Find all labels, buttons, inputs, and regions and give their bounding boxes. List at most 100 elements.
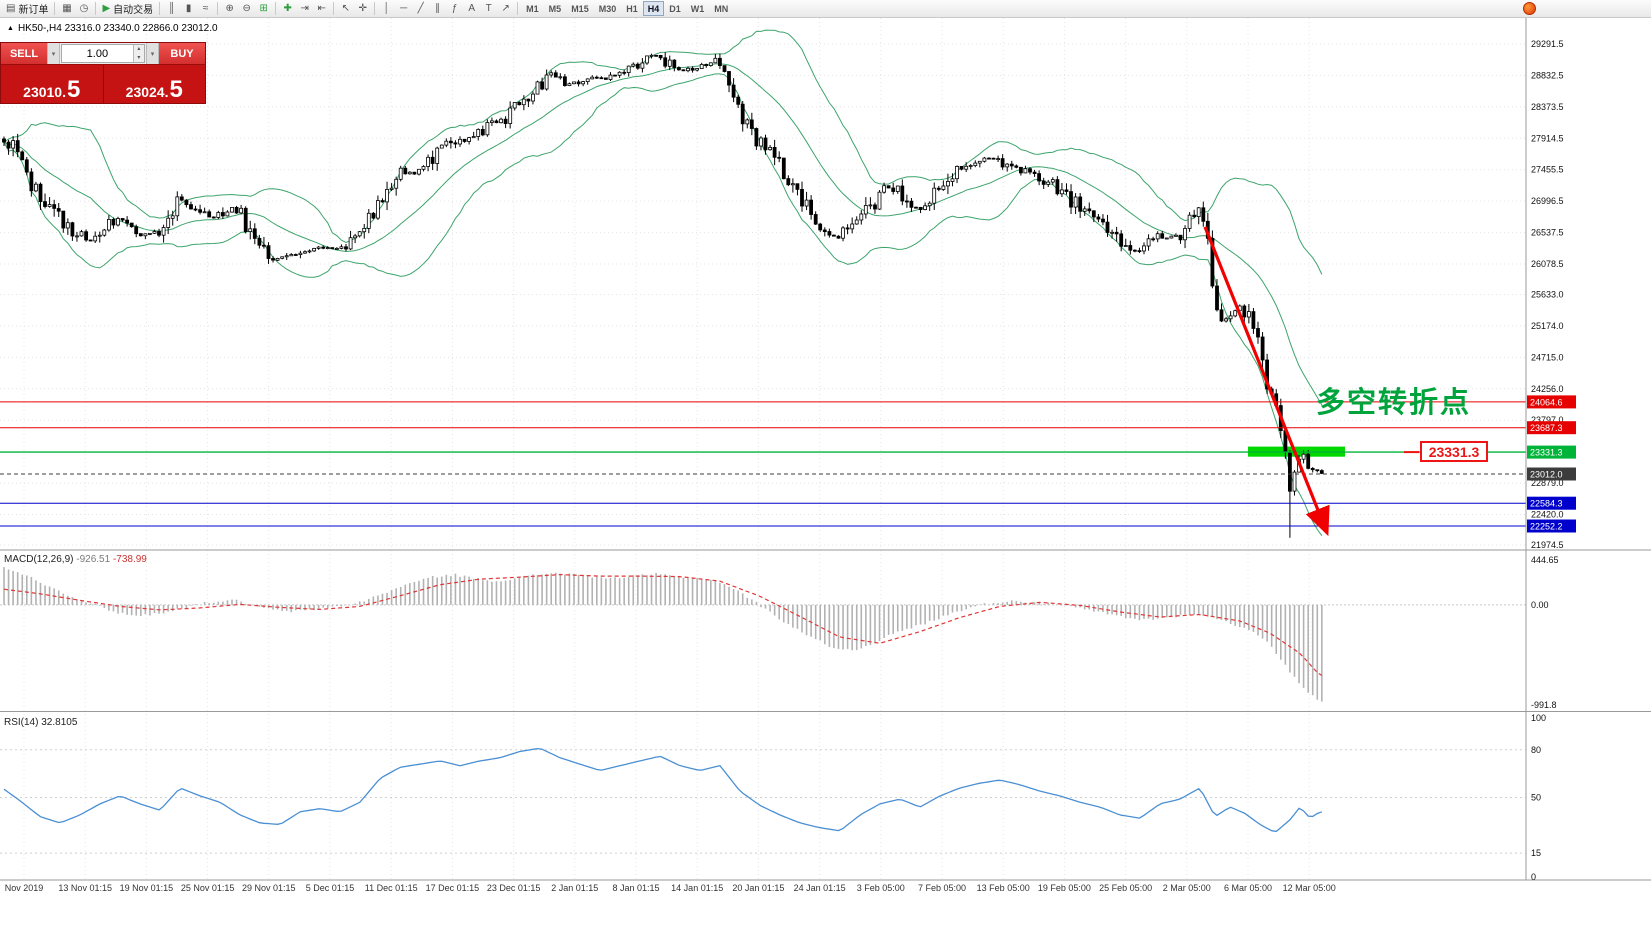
autotrading-button-label: 自动交易	[113, 5, 154, 16]
auto-scroll-icon: ⇥	[300, 2, 309, 14]
vertical-line-button[interactable]: │	[378, 1, 395, 17]
svg-text:15: 15	[1531, 848, 1541, 858]
svg-text:22420.0: 22420.0	[1531, 510, 1564, 520]
svg-text:22879.0: 22879.0	[1531, 478, 1564, 488]
autotrading-button[interactable]: ▶ 自动交易	[99, 1, 156, 17]
sell-dropdown-icon[interactable]: ▾	[47, 43, 60, 64]
rsi-line	[3, 747, 1323, 833]
svg-text:3 Feb 05:00: 3 Feb 05:00	[857, 883, 905, 893]
level-lines[interactable]	[0, 401, 1526, 527]
svg-text:28832.5: 28832.5	[1531, 70, 1564, 80]
volume-spinner[interactable]: ▴ ▾	[132, 45, 144, 62]
svg-text:23797.0: 23797.0	[1531, 415, 1564, 425]
price-callout[interactable]: 23331.3	[1420, 441, 1488, 462]
arrows-button[interactable]: ↗	[497, 1, 514, 17]
svg-text:24715.0: 24715.0	[1531, 352, 1564, 362]
timeframe-m1[interactable]: M1	[521, 1, 544, 16]
timeframe-h1[interactable]: H1	[621, 1, 643, 16]
tile-windows-button[interactable]: ⊞	[255, 1, 272, 17]
text-label-button[interactable]: T	[480, 1, 497, 17]
new-order-button[interactable]: ▤ 新订单	[3, 1, 51, 17]
line-chart-button[interactable]: ≈	[197, 1, 214, 17]
sell-button[interactable]: SELL	[1, 43, 47, 64]
svg-text:25633.0: 25633.0	[1531, 290, 1564, 300]
trend-arrow[interactable]	[1203, 226, 1330, 537]
svg-text:19 Nov 01:15: 19 Nov 01:15	[120, 883, 174, 893]
new-order-button-label: 新订单	[18, 5, 49, 16]
svg-text:444.65: 444.65	[1531, 555, 1559, 565]
history-center-button[interactable]: ◷	[75, 1, 92, 17]
timeframe-mn[interactable]: MN	[709, 1, 733, 16]
volume-input[interactable]	[62, 45, 133, 62]
mql-community-icon[interactable]	[1523, 2, 1536, 15]
svg-text:22584.3: 22584.3	[1530, 499, 1563, 509]
svg-text:50: 50	[1531, 793, 1541, 803]
svg-text:27914.5: 27914.5	[1531, 133, 1564, 143]
svg-text:100: 100	[1531, 713, 1546, 723]
timeframe-m15[interactable]: M15	[566, 1, 594, 16]
svg-text:26078.5: 26078.5	[1531, 259, 1564, 269]
new-order-icon: ▤	[6, 2, 16, 14]
zoom-out-button[interactable]: ⊖	[238, 1, 255, 17]
auto-scroll-button[interactable]: ⇥	[296, 1, 313, 17]
rsi-label: RSI(14) 32.8105	[4, 717, 77, 728]
cursor-icon: ↖	[341, 2, 350, 14]
svg-text:2 Jan 01:15: 2 Jan 01:15	[551, 883, 598, 893]
timeframe-m5[interactable]: M5	[544, 1, 567, 16]
chart-canvas[interactable]: 29291.5 28832.5 28373.5 27914.5 27455.5 26996…	[0, 18, 1651, 946]
buy-dropdown-icon[interactable]: ▾	[146, 43, 159, 64]
svg-text:29 Nov 01:15: 29 Nov 01:15	[242, 883, 296, 893]
chart-shift-button[interactable]: ⇤	[313, 1, 330, 17]
new-chart-button[interactable]: ✚	[279, 1, 296, 17]
trendline-button[interactable]: ╱	[412, 1, 429, 17]
bar-chart-button[interactable]: ║	[163, 1, 180, 17]
macd-signal-line	[3, 573, 1323, 677]
timeframe-w1[interactable]: W1	[686, 1, 710, 16]
svg-text:13 Feb 05:00: 13 Feb 05:00	[977, 883, 1030, 893]
svg-text:26996.5: 26996.5	[1531, 196, 1564, 206]
chart-shift-icon: ⇤	[317, 2, 326, 14]
sell-price[interactable]: 23010. 5	[1, 65, 104, 103]
spinner-up-icon[interactable]: ▴	[133, 45, 144, 54]
price-scale[interactable]: 29291.5 28832.5 28373.5 27914.5 27455.5 26996…	[1527, 39, 1576, 550]
svg-text:24256.0: 24256.0	[1531, 384, 1564, 394]
buy-price[interactable]: 23024. 5	[104, 65, 206, 103]
spinner-down-icon[interactable]: ▾	[133, 53, 144, 62]
svg-text:26537.5: 26537.5	[1531, 228, 1564, 238]
buy-price-pip: 5	[169, 75, 183, 103]
channel-button[interactable]: ∥	[429, 1, 446, 17]
cursor-button[interactable]: ↖	[337, 1, 354, 17]
svg-text:-991.8: -991.8	[1531, 700, 1557, 710]
candlestick-chart-icon: ▮	[185, 2, 192, 14]
charts-profile-icon: ▦	[62, 2, 72, 14]
svg-text:25174.0: 25174.0	[1531, 321, 1564, 331]
autotrading-icon: ▶	[102, 2, 111, 14]
toolbar-separator	[517, 2, 519, 15]
zoom-in-button[interactable]: ⊕	[221, 1, 238, 17]
buy-button[interactable]: BUY	[159, 43, 205, 64]
toolbar-separator	[95, 2, 97, 15]
text-button[interactable]: A	[463, 1, 480, 17]
timeframe-d1[interactable]: D1	[664, 1, 686, 16]
history-center-icon: ◷	[79, 2, 89, 14]
buy-price-main: 23024.	[125, 83, 169, 100]
crosshair-button[interactable]: ✛	[354, 1, 371, 17]
zoom-in-icon: ⊕	[225, 2, 234, 14]
tile-windows-icon: ⊞	[259, 2, 268, 14]
line-chart-icon: ≈	[202, 2, 209, 14]
annotation-text[interactable]: 多空转折点	[1316, 387, 1472, 419]
zoom-out-icon: ⊖	[242, 2, 251, 14]
charts-profile-button[interactable]: ▦	[58, 1, 75, 17]
macd-label: MACD(12,26,9) -926.51 -738.99	[4, 554, 147, 565]
svg-text:19 Feb 05:00: 19 Feb 05:00	[1038, 883, 1091, 893]
symbol-triangle-icon: ▲	[7, 25, 14, 32]
svg-text:0: 0	[1531, 872, 1536, 882]
horizontal-line-button[interactable]: ─	[395, 1, 412, 17]
sell-price-pip: 5	[66, 75, 81, 103]
timeframe-h4[interactable]: H4	[642, 1, 665, 16]
trade-prices-row: 23010. 5 23024. 5	[1, 65, 205, 103]
fibonacci-button[interactable]: ƒ	[446, 1, 463, 17]
candlestick-chart-button[interactable]: ▮	[180, 1, 197, 17]
timeframe-m30[interactable]: M30	[594, 1, 622, 16]
